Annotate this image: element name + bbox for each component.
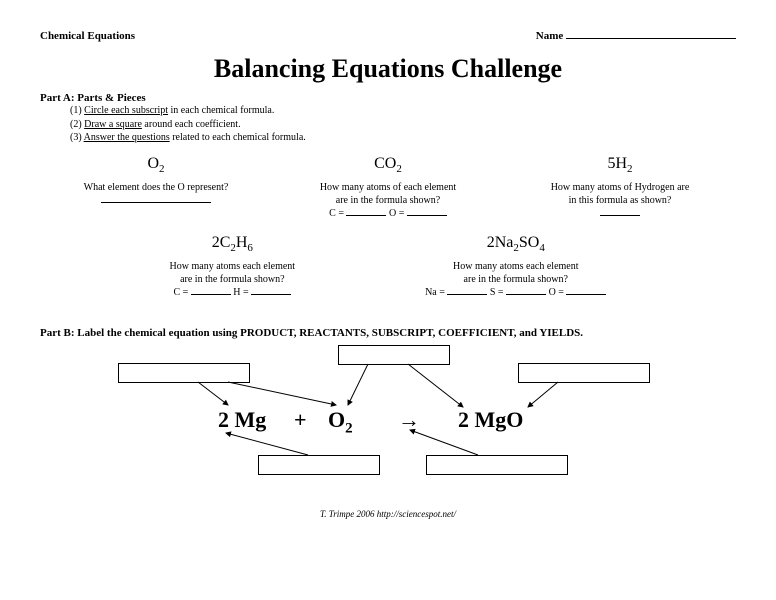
eq-2Mg: 2 Mg	[218, 407, 266, 433]
q-CO2: How many atoms of each elementare in the…	[272, 181, 504, 220]
formula-CO2: CO2	[272, 155, 504, 175]
q-2C2H6: How many atoms each elementare in the fo…	[170, 260, 296, 299]
footer: T. Trimpe 2006 http://sciencespot.net/	[40, 509, 736, 519]
page-title: Balancing Equations Challenge	[40, 54, 736, 84]
row2: 2C2H6 How many atoms each elementare in …	[40, 234, 736, 299]
box-top2	[338, 345, 450, 365]
formula-O2: O2	[40, 155, 272, 175]
eq-2MgO: 2 MgO	[458, 407, 523, 433]
formula-2C2H6: 2C2H6	[170, 234, 296, 254]
diagram: 2 Mg + O2 → 2 MgO	[48, 345, 728, 505]
box-bot2	[426, 455, 568, 475]
formula-5H2: 5H2	[504, 155, 736, 175]
q-O2: What element does the O represent?	[40, 181, 272, 207]
row1: O2 What element does the O represent? CO…	[40, 155, 736, 220]
instructions: (1) Circle each subscript in each chemic…	[70, 104, 736, 145]
partA-heading: Part A: Parts & Pieces	[40, 92, 736, 104]
partB-heading: Part B: Label the chemical equation usin…	[40, 327, 736, 339]
eq-arrow: →	[398, 407, 420, 433]
q-2Na2SO4: How many atoms each elementare in the fo…	[425, 260, 606, 299]
box-top1	[118, 363, 250, 383]
name-field: Name	[536, 30, 736, 42]
eq-plus: +	[294, 407, 307, 433]
eq-O2: O2	[328, 407, 353, 437]
q-5H2: How many atoms of Hydrogen arein this fo…	[504, 181, 736, 220]
box-right	[518, 363, 650, 383]
formula-2Na2SO4: 2Na2SO4	[425, 234, 606, 254]
header-left: Chemical Equations	[40, 30, 135, 42]
box-bot1	[258, 455, 380, 475]
